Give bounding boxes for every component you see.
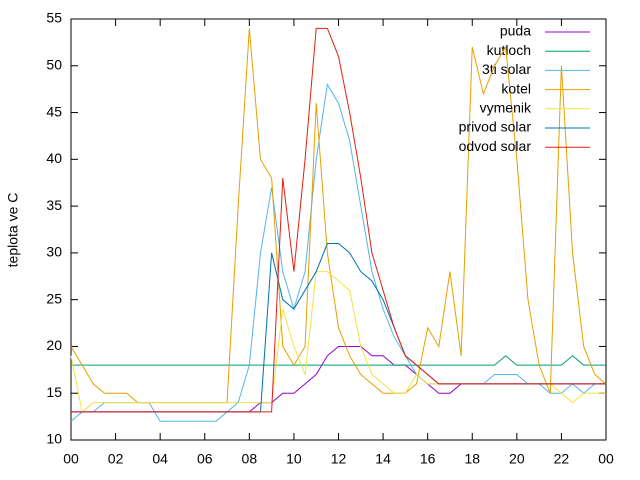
x-tick-label: 14 (375, 451, 391, 467)
y-tick-label: 55 (46, 10, 62, 26)
y-tick-label: 40 (46, 150, 62, 166)
x-tick-label: 08 (242, 451, 258, 467)
x-tick-label: 06 (197, 451, 213, 467)
y-tick-label: 35 (46, 197, 62, 213)
y-axis-label: teplota ve C (5, 193, 21, 268)
x-tick-label: 12 (331, 451, 347, 467)
y-tick-label: 25 (46, 290, 62, 306)
y-tick-label: 15 (46, 384, 62, 400)
x-tick-label: 04 (152, 451, 168, 467)
legend-label: kotel (501, 80, 531, 96)
y-tick-label: 50 (46, 56, 62, 72)
legend-label: 3ti solar (482, 61, 531, 77)
x-tick-label: 10 (286, 451, 302, 467)
series-line (70, 83, 606, 422)
y-tick-label: 45 (46, 103, 62, 119)
x-tick-label: 00 (598, 451, 614, 467)
x-tick-label: 18 (464, 451, 480, 467)
legend-label: puda (500, 23, 531, 39)
x-tick-label: 20 (509, 451, 525, 467)
x-tick-label: 00 (63, 451, 79, 467)
legend-label: privod solar (459, 119, 532, 135)
y-tick-label: 20 (46, 337, 62, 353)
series-line (71, 355, 606, 366)
x-tick-label: 16 (420, 451, 436, 467)
series-line (71, 27, 606, 413)
x-tick-label: 02 (108, 451, 124, 467)
x-tick-label: 22 (554, 451, 570, 467)
legend-label: odvod solar (459, 138, 532, 154)
legend-label: vymenik (480, 100, 532, 116)
series-line (70, 271, 606, 413)
y-tick-label: 30 (46, 244, 62, 260)
legend-label: kutloch (487, 42, 531, 58)
y-tick-label: 10 (46, 431, 62, 447)
